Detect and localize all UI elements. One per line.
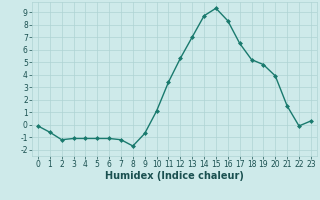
X-axis label: Humidex (Indice chaleur): Humidex (Indice chaleur) (105, 171, 244, 181)
